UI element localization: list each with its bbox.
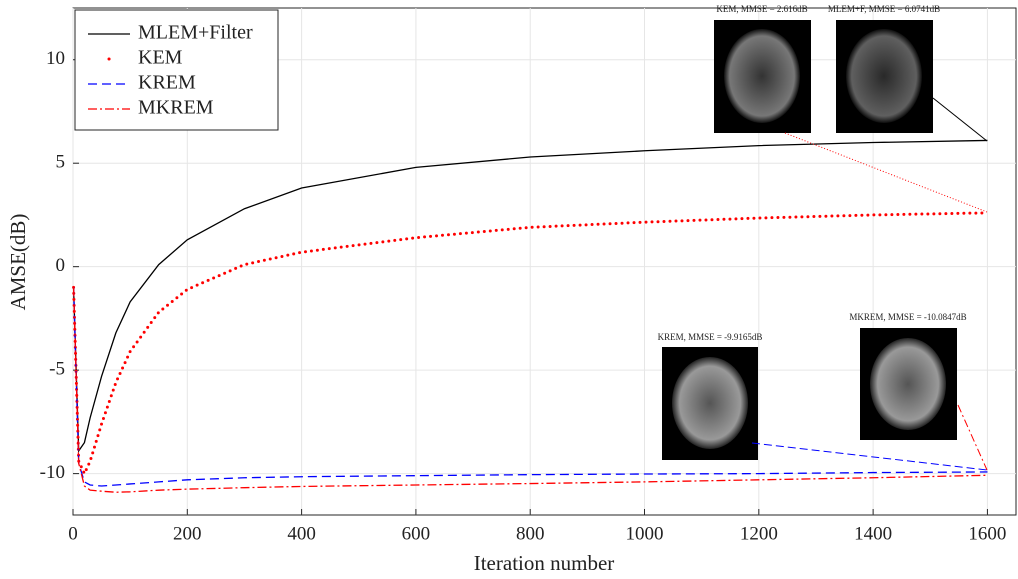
series-line: [72, 287, 988, 493]
arrow: [957, 404, 988, 471]
x-tick-label: 1200: [740, 523, 778, 544]
x-tick-label: 200: [173, 523, 202, 544]
legend-label: KEM: [138, 47, 183, 69]
arrow: [751, 442, 988, 471]
series-line: [72, 287, 988, 487]
legend-box: [74, 9, 279, 131]
x-tick-label: 600: [402, 523, 431, 544]
y-tick-label: 5: [56, 152, 66, 173]
y-tick-label: -5: [49, 359, 65, 380]
legend-label: MLEM+Filter: [138, 22, 253, 44]
x-axis-label: Iteration number: [474, 551, 615, 575]
arrow: [784, 132, 988, 213]
x-tick-label: 800: [516, 523, 545, 544]
x-tick-label: 400: [287, 523, 316, 544]
insets: KEM, MMSE = 2.616dB MLEM+F, MMSE = 6.074…: [658, 4, 988, 471]
x-tick-label: 1400: [854, 523, 892, 544]
arrow: [932, 97, 988, 142]
y-tick-label: 10: [46, 48, 65, 69]
inset-image: [724, 29, 800, 123]
series-line: [72, 139, 988, 453]
x-tick-label: 1000: [626, 523, 664, 544]
y-tick-label: -10: [40, 462, 65, 483]
inset-image: [846, 29, 922, 123]
inset-image: [870, 338, 946, 430]
inset-caption: KEM, MMSE = 2.616dB: [716, 4, 807, 14]
inset-caption: MLEM+F, MMSE = 6.0741dB: [828, 4, 940, 14]
inset-caption: MKREM, MMSE = -10.0847dB: [849, 312, 966, 322]
series-line: [72, 211, 989, 478]
x-tick-label: 1600: [968, 523, 1006, 544]
inset-caption: KREM, MMSE = -9.9165dB: [658, 332, 763, 342]
y-tick-label: 0: [56, 255, 66, 276]
inset-image: [672, 357, 748, 449]
y-axis-label: AMSE(dB): [6, 214, 30, 311]
legend-label: KREM: [138, 72, 196, 94]
legend-label: MKREM: [138, 97, 214, 119]
x-tick-label: 0: [68, 523, 78, 544]
